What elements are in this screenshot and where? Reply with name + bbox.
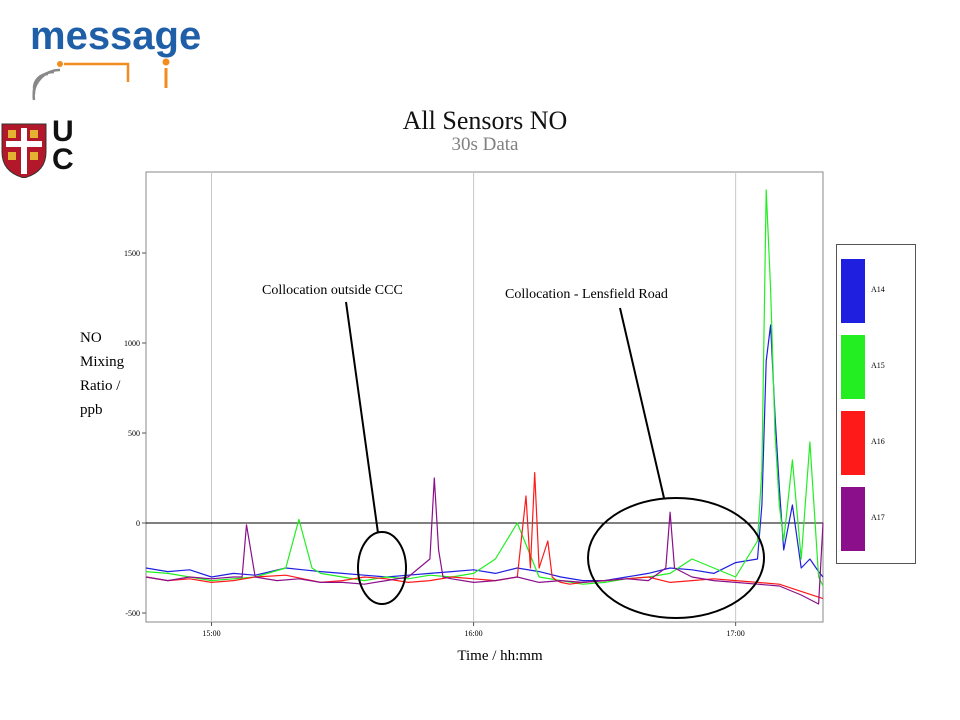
chart-legend: A14 A15 A16 A17: [836, 244, 916, 564]
legend-label-a17: A17: [871, 513, 885, 522]
legend-item-a14: A14: [841, 259, 913, 323]
ccc-collocation-ellipse: [357, 531, 407, 605]
y-axis-label-line: NO: [80, 330, 102, 346]
y-tick-label: -500: [125, 609, 140, 618]
y-tick-label: 500: [128, 429, 140, 438]
y-axis-label-line: Ratio /: [80, 378, 121, 394]
lensfield-collocation-label: Collocation - Lensfield Road: [505, 287, 668, 302]
lensfield-pointer-line: [619, 307, 665, 499]
wordmark-line-1: U: [52, 115, 74, 148]
series-line-a14: [145, 324, 824, 582]
x-tick-label: 15:00: [202, 629, 220, 638]
university-wordmark: U C: [52, 115, 74, 176]
x-tick-label: 17:00: [727, 629, 745, 638]
series-group: [145, 189, 824, 605]
series-line-a17: [145, 477, 824, 605]
series-line-a16: [145, 472, 824, 600]
legend-swatch-a15: [841, 335, 865, 399]
legend-label-a14: A14: [871, 285, 885, 294]
legend-swatch-a17: [841, 487, 865, 551]
legend-swatch-a16: [841, 411, 865, 475]
x-tick-label: 16:00: [464, 629, 482, 638]
ccc-collocation-label: Collocation outside CCC: [262, 283, 403, 298]
wordmark-line-2: C: [52, 143, 74, 176]
signal-logo-icon: [32, 58, 170, 101]
legend-item-a15: A15: [841, 335, 913, 399]
university-crest-icon: [1, 123, 47, 178]
axis-ticks: 15:00 16:00 17:00 -500 0 500 1000 1500: [124, 249, 745, 638]
lensfield-collocation-ellipse: [587, 497, 765, 619]
legend-label-a16: A16: [871, 437, 885, 446]
y-axis-label-line: Mixing: [80, 354, 125, 370]
plot-area: [145, 171, 824, 623]
chart-title: All Sensors NO: [402, 106, 568, 135]
legend-label-a15: A15: [871, 361, 885, 370]
grid-lines: [211, 172, 737, 622]
legend-swatch-a14: [841, 259, 865, 323]
message-logo-text: message: [30, 14, 202, 58]
ccc-pointer-line: [345, 301, 379, 534]
y-tick-label: 1000: [124, 339, 140, 348]
chart-subtitle: 30s Data: [451, 134, 519, 155]
y-tick-label: 0: [136, 519, 140, 528]
legend-item-a16: A16: [841, 411, 913, 475]
y-tick-label: 1500: [124, 249, 140, 258]
x-axis-label: Time / hh:mm: [457, 648, 543, 664]
y-axis-label-line: ppb: [80, 402, 103, 418]
legend-item-a17: A17: [841, 487, 913, 551]
message-logo: message: [30, 14, 210, 101]
y-axis-label: NO Mixing Ratio / ppb: [80, 326, 150, 422]
